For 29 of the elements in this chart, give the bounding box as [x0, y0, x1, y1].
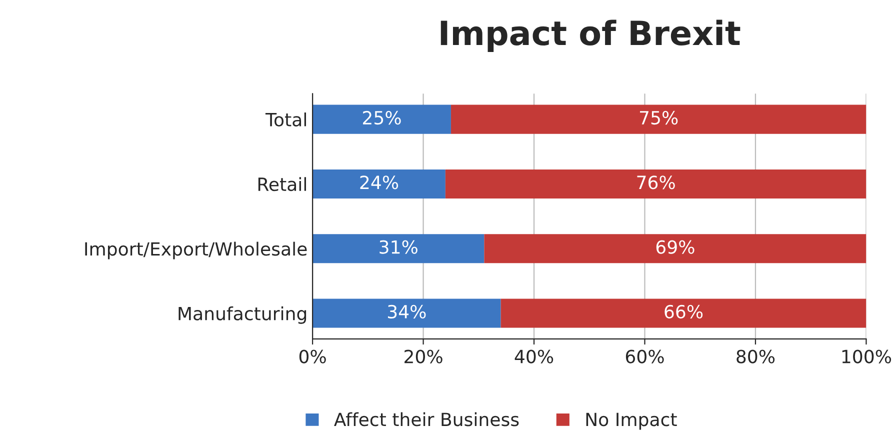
x-tick-label: 20% [404, 350, 442, 364]
bar [312, 298, 501, 328]
bar [445, 169, 866, 199]
bar [312, 234, 484, 264]
y-tick-label: Import/Export/Wholesale [85, 242, 307, 260]
x-tick-label: 60% [626, 350, 664, 364]
data-label: 34% [388, 304, 426, 319]
bar [484, 234, 866, 264]
data-label: 25% [363, 110, 401, 125]
y-tick-label: Retail [258, 177, 306, 192]
legend-label: Affect their Business [334, 412, 519, 426]
data-label: 66% [664, 304, 703, 319]
bar [450, 104, 866, 134]
legend-label: No Impact [586, 412, 677, 430]
x-tick-label: 40% [514, 350, 554, 364]
chart-title: Impact of Brexit [440, 20, 740, 52]
data-label: 75% [640, 110, 678, 125]
bar [312, 169, 446, 199]
x-tick-label: 100% [842, 350, 892, 364]
x-tick-label: 0% [299, 350, 326, 364]
data-label: 31% [380, 240, 418, 254]
data-label: 24% [360, 176, 398, 190]
data-label: 69% [656, 240, 694, 254]
bar [312, 104, 451, 134]
y-tick-label: Total [265, 112, 306, 126]
data-label: 76% [637, 176, 675, 190]
bar [500, 298, 866, 328]
x-tick-label: 80% [736, 350, 775, 364]
y-tick-label: Manufacturing [178, 306, 306, 324]
